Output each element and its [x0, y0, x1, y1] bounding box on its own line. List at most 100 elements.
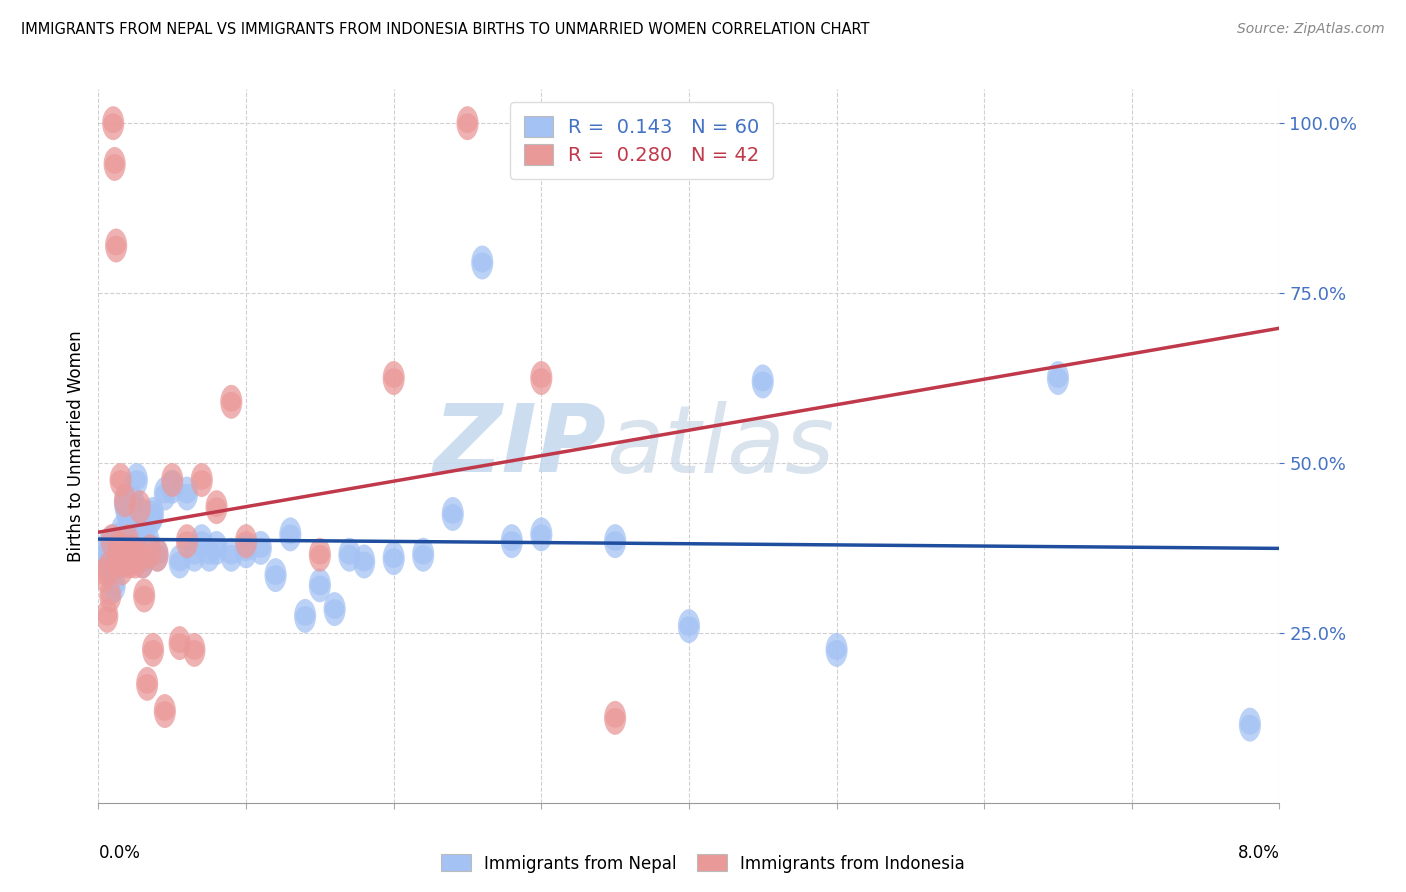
Point — [162, 473, 183, 487]
Ellipse shape — [100, 538, 121, 572]
Point — [235, 534, 257, 549]
Ellipse shape — [309, 568, 330, 602]
Point — [146, 548, 169, 562]
Point — [121, 551, 143, 566]
Ellipse shape — [198, 538, 221, 572]
Ellipse shape — [250, 531, 271, 565]
Point — [134, 589, 156, 603]
Ellipse shape — [114, 487, 136, 521]
Ellipse shape — [114, 483, 136, 517]
Ellipse shape — [107, 544, 129, 579]
Ellipse shape — [221, 384, 242, 419]
Point — [94, 551, 117, 566]
Ellipse shape — [129, 491, 150, 524]
Ellipse shape — [176, 524, 198, 558]
Ellipse shape — [678, 609, 700, 643]
Ellipse shape — [96, 599, 118, 633]
Ellipse shape — [280, 517, 301, 551]
Ellipse shape — [108, 531, 131, 565]
Ellipse shape — [309, 538, 330, 572]
Point — [605, 534, 627, 549]
Point — [142, 643, 165, 657]
Ellipse shape — [120, 508, 142, 541]
Ellipse shape — [412, 538, 434, 572]
Ellipse shape — [127, 524, 149, 558]
Ellipse shape — [129, 538, 150, 572]
Ellipse shape — [134, 579, 155, 613]
Point — [107, 555, 129, 569]
Ellipse shape — [339, 538, 360, 572]
Ellipse shape — [221, 538, 242, 572]
Point — [169, 555, 191, 569]
Point — [97, 537, 120, 551]
Ellipse shape — [101, 548, 122, 582]
Point — [122, 497, 145, 511]
Point — [117, 548, 139, 562]
Text: 8.0%: 8.0% — [1237, 844, 1279, 862]
Point — [456, 116, 478, 130]
Ellipse shape — [108, 538, 131, 572]
Point — [134, 534, 156, 549]
Ellipse shape — [110, 463, 132, 497]
Point — [337, 548, 360, 562]
Point — [153, 486, 176, 500]
Point — [103, 534, 125, 549]
Ellipse shape — [169, 544, 191, 579]
Ellipse shape — [93, 558, 115, 592]
Point — [278, 527, 301, 541]
Ellipse shape — [138, 524, 160, 558]
Point — [176, 534, 198, 549]
Text: 0.0%: 0.0% — [98, 844, 141, 862]
Ellipse shape — [122, 487, 145, 521]
Point — [96, 608, 118, 623]
Ellipse shape — [103, 106, 124, 140]
Ellipse shape — [142, 633, 165, 667]
Point — [104, 157, 127, 171]
Ellipse shape — [107, 544, 129, 579]
Text: ZIP: ZIP — [433, 400, 606, 492]
Ellipse shape — [105, 228, 127, 262]
Point — [501, 534, 523, 549]
Point — [120, 544, 142, 558]
Ellipse shape — [104, 147, 125, 181]
Ellipse shape — [132, 544, 153, 579]
Point — [190, 534, 214, 549]
Point — [183, 548, 205, 562]
Ellipse shape — [353, 544, 375, 579]
Point — [128, 548, 150, 562]
Ellipse shape — [101, 524, 122, 558]
Ellipse shape — [382, 541, 405, 575]
Ellipse shape — [124, 544, 146, 579]
Point — [323, 602, 346, 616]
Ellipse shape — [205, 491, 228, 524]
Point — [93, 568, 115, 582]
Ellipse shape — [136, 667, 159, 701]
Ellipse shape — [457, 106, 478, 140]
Point — [105, 238, 128, 252]
Point — [114, 493, 136, 508]
Point — [97, 561, 120, 575]
Ellipse shape — [191, 524, 212, 558]
Point — [118, 555, 141, 569]
Ellipse shape — [294, 599, 316, 633]
Point — [190, 473, 214, 487]
Ellipse shape — [117, 524, 139, 558]
Point — [110, 551, 132, 566]
Ellipse shape — [141, 500, 163, 534]
Point — [678, 619, 700, 633]
Point — [169, 636, 191, 650]
Ellipse shape — [118, 504, 141, 538]
Ellipse shape — [183, 538, 205, 572]
Point — [132, 555, 155, 569]
Point — [205, 500, 228, 515]
Ellipse shape — [110, 541, 132, 575]
Ellipse shape — [111, 551, 134, 585]
Point — [1239, 717, 1261, 731]
Ellipse shape — [103, 524, 124, 558]
Ellipse shape — [112, 538, 135, 572]
Point — [118, 514, 141, 528]
Point — [471, 255, 494, 269]
Ellipse shape — [162, 463, 183, 497]
Ellipse shape — [205, 531, 228, 565]
Ellipse shape — [105, 534, 127, 568]
